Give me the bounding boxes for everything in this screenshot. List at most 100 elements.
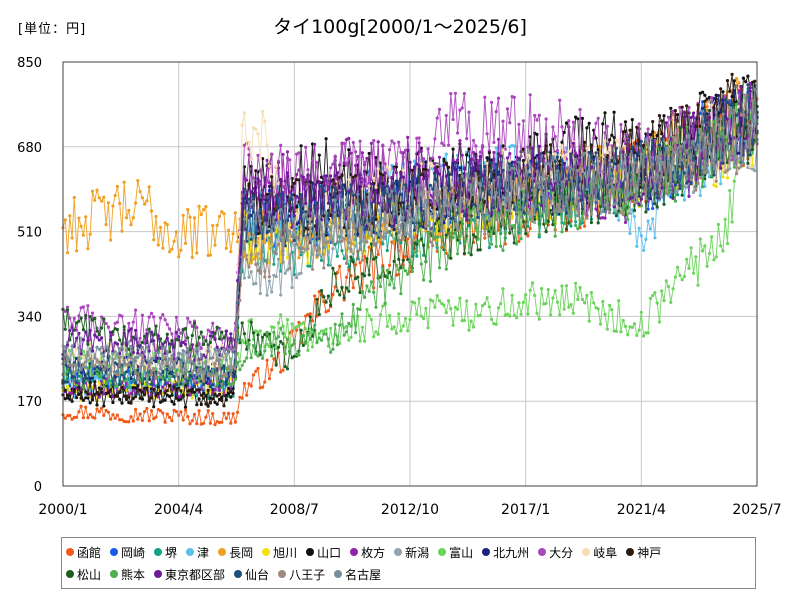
- data-point: [449, 225, 453, 229]
- data-point: [623, 120, 628, 124]
- data-point: [401, 258, 405, 262]
- data-point: [358, 261, 362, 265]
- data-point: [315, 160, 319, 165]
- data-point: [403, 148, 408, 152]
- data-point: [79, 396, 83, 400]
- data-point: [134, 407, 138, 411]
- data-point: [372, 176, 376, 180]
- data-point: [158, 225, 163, 229]
- data-point: [517, 122, 521, 126]
- data-point: [242, 111, 246, 115]
- data-point: [197, 409, 201, 413]
- data-point: [120, 314, 124, 318]
- data-point: [84, 215, 88, 219]
- data-point: [344, 275, 349, 279]
- data-point: [251, 373, 256, 377]
- data-point: [231, 412, 235, 416]
- data-point: [310, 319, 315, 323]
- data-point: [106, 410, 110, 414]
- data-point: [456, 307, 460, 311]
- data-point: [750, 167, 755, 171]
- data-point: [576, 297, 580, 301]
- data-point: [86, 416, 90, 420]
- data-point: [68, 338, 72, 342]
- data-point: [168, 250, 172, 254]
- data-point: [179, 397, 183, 401]
- data-point: [562, 221, 566, 226]
- data-point: [93, 416, 97, 420]
- data-point: [537, 317, 541, 321]
- data-point: [213, 243, 217, 247]
- data-point: [412, 159, 417, 163]
- data-point: [707, 108, 712, 113]
- data-point: [124, 397, 129, 401]
- data-point: [310, 328, 315, 332]
- data-point: [220, 343, 224, 348]
- data-point: [134, 201, 138, 205]
- data-point: [666, 285, 671, 289]
- data-point: [168, 350, 172, 354]
- data-point: [728, 189, 732, 193]
- data-point: [326, 337, 330, 341]
- data-point: [551, 223, 555, 227]
- data-point: [628, 211, 632, 215]
- data-point: [415, 136, 419, 140]
- data-point: [254, 369, 258, 373]
- data-point: [340, 174, 344, 178]
- data-point: [338, 264, 342, 268]
- data-point: [553, 234, 557, 238]
- data-point: [549, 313, 553, 317]
- data-point: [401, 265, 405, 269]
- data-point: [546, 288, 550, 292]
- data-point: [140, 418, 144, 422]
- data-point: [628, 128, 632, 132]
- data-point: [569, 224, 573, 228]
- data-point: [703, 244, 707, 248]
- data-point: [367, 314, 371, 318]
- data-point: [331, 347, 335, 351]
- data-point: [682, 198, 687, 202]
- data-point: [424, 306, 428, 310]
- data-point: [535, 154, 539, 158]
- data-point: [100, 406, 104, 410]
- data-point: [102, 404, 106, 408]
- data-point: [576, 227, 580, 231]
- data-point: [553, 152, 557, 156]
- data-point: [79, 316, 83, 320]
- data-point: [308, 337, 312, 341]
- data-point: [358, 339, 362, 343]
- data-point: [233, 420, 237, 424]
- data-point: [617, 209, 621, 213]
- data-point: [75, 396, 79, 400]
- data-point: [458, 171, 462, 175]
- data-point: [462, 92, 466, 96]
- data-point: [474, 226, 478, 230]
- data-point: [533, 156, 537, 160]
- data-point: [86, 396, 90, 400]
- data-point: [426, 147, 430, 151]
- data-point: [458, 234, 462, 238]
- data-point: [267, 337, 271, 341]
- data-point: [406, 272, 410, 276]
- data-point: [748, 165, 752, 169]
- data-point: [397, 257, 401, 261]
- data-point: [719, 244, 723, 248]
- data-point: [202, 208, 206, 212]
- data-point: [444, 113, 448, 118]
- data-point: [322, 332, 326, 336]
- data-point: [347, 156, 351, 160]
- data-point: [505, 107, 510, 111]
- data-point: [628, 231, 632, 236]
- data-point: [227, 386, 231, 391]
- data-point: [90, 397, 95, 401]
- data-point: [456, 158, 460, 162]
- data-point: [648, 227, 653, 231]
- data-point: [378, 171, 383, 175]
- data-point: [170, 339, 174, 343]
- data-point: [412, 196, 417, 200]
- data-point: [376, 240, 380, 244]
- data-point: [183, 241, 188, 245]
- data-point: [77, 331, 81, 335]
- data-point: [258, 291, 262, 296]
- data-point: [490, 317, 494, 321]
